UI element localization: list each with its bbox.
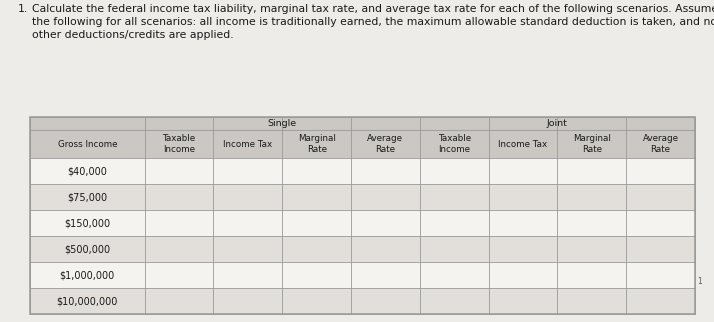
Text: Average
Rate: Average Rate: [643, 134, 678, 154]
Text: Calculate the federal income tax liability, marginal tax rate, and average tax r: Calculate the federal income tax liabili…: [32, 4, 714, 40]
Bar: [30, 117, 695, 130]
Bar: [30, 117, 695, 314]
Text: $500,000: $500,000: [64, 244, 111, 254]
Bar: [30, 262, 695, 288]
Text: $75,000: $75,000: [67, 192, 107, 202]
Text: $150,000: $150,000: [64, 218, 111, 228]
Text: Average
Rate: Average Rate: [368, 134, 403, 154]
Bar: [30, 117, 695, 314]
Bar: [30, 236, 695, 262]
Text: Gross Income: Gross Income: [58, 139, 117, 148]
Text: Income Tax: Income Tax: [498, 139, 548, 148]
Bar: [30, 288, 695, 314]
Text: Income Tax: Income Tax: [223, 139, 273, 148]
Bar: [30, 130, 695, 158]
Bar: [30, 158, 695, 184]
Text: $40,000: $40,000: [67, 166, 107, 176]
Text: $10,000,000: $10,000,000: [56, 296, 118, 306]
Text: Taxable
Income: Taxable Income: [438, 134, 471, 154]
Text: $1,000,000: $1,000,000: [60, 270, 115, 280]
Text: Joint: Joint: [547, 119, 568, 128]
Text: 1.: 1.: [18, 4, 29, 14]
Text: 1: 1: [697, 277, 702, 286]
Text: Marginal
Rate: Marginal Rate: [298, 134, 336, 154]
Bar: [30, 184, 695, 210]
Text: Taxable
Income: Taxable Income: [163, 134, 196, 154]
Text: Single: Single: [268, 119, 297, 128]
Bar: [30, 210, 695, 236]
Text: Marginal
Rate: Marginal Rate: [573, 134, 610, 154]
